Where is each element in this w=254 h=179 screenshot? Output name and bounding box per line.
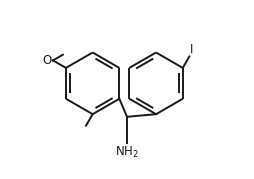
Text: I: I <box>190 43 194 56</box>
Text: O: O <box>42 54 51 67</box>
Text: NH$_2$: NH$_2$ <box>115 145 139 160</box>
